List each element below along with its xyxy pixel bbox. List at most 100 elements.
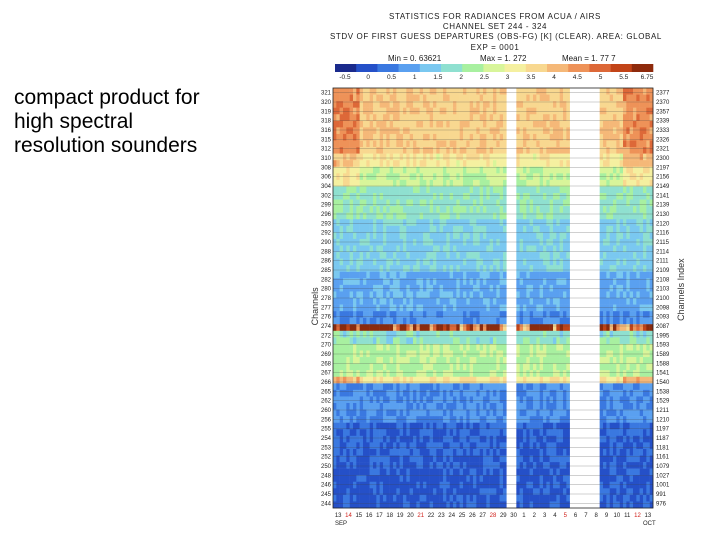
heatmap-cell — [606, 429, 610, 437]
heatmap-cell — [489, 357, 494, 364]
heatmap-cell — [636, 284, 640, 292]
heatmap-cell — [446, 376, 450, 384]
heatmap-cell — [359, 252, 364, 259]
heatmap-cell — [649, 357, 654, 364]
heatmap-cell — [376, 212, 380, 220]
heatmap-cell — [429, 179, 434, 187]
heatmap-cell — [466, 462, 470, 469]
heatmap-cell — [396, 429, 400, 437]
heatmap-cell — [416, 114, 420, 122]
heatmap-cell — [643, 238, 647, 246]
heatmap-cell — [356, 363, 360, 371]
heatmap-cell — [359, 291, 364, 299]
heatmap-cell — [563, 435, 567, 443]
heatmap-cell — [363, 258, 367, 266]
heatmap-cell — [536, 343, 540, 351]
heatmap-cell — [476, 101, 480, 108]
heatmap-cell — [436, 435, 440, 443]
heatmap-cell — [373, 416, 377, 423]
heatmap-cell — [619, 370, 624, 377]
heatmap-cell — [383, 403, 387, 410]
heatmap-cell — [543, 435, 547, 443]
heatmap-cell — [456, 442, 460, 450]
heatmap-cell — [439, 107, 444, 115]
heatmap-cell — [473, 370, 477, 377]
heatmap-cell — [369, 383, 374, 391]
heatmap-cell — [339, 238, 344, 246]
heatmap-cell — [636, 298, 640, 305]
heatmap-cell — [629, 147, 634, 154]
heatmap-cell — [363, 179, 367, 187]
heatmap-cell — [359, 343, 364, 351]
heatmap-cell — [559, 462, 564, 469]
heatmap-cell — [343, 278, 347, 286]
heatmap-cell — [419, 330, 424, 338]
heatmap-cell — [599, 462, 604, 469]
heatmap-cell — [479, 448, 484, 456]
colorbar-swatch — [419, 64, 442, 72]
heatmap-cell — [369, 238, 374, 246]
heatmap-cell — [393, 94, 397, 102]
heatmap-cell — [543, 337, 547, 345]
heatmap-cell — [536, 252, 540, 259]
heatmap-cell — [333, 166, 337, 174]
heatmap-cell — [359, 258, 364, 266]
heatmap-cell — [383, 199, 387, 207]
heatmap-cell — [563, 403, 567, 410]
heatmap-cell — [523, 120, 527, 128]
heatmap-cell — [413, 298, 417, 305]
heatmap-cell — [359, 383, 364, 391]
heatmap-cell — [529, 101, 534, 108]
heatmap-cell — [649, 284, 654, 292]
heatmap-cell — [566, 330, 570, 338]
heatmap-cell — [646, 422, 650, 430]
heatmap-cell — [356, 238, 360, 246]
heatmap-cell — [613, 114, 617, 122]
heatmap-cell — [566, 370, 570, 377]
heatmap-cell — [633, 245, 637, 253]
heatmap-cell — [343, 298, 347, 305]
heatmap-cell — [549, 455, 554, 463]
heatmap-cell — [436, 120, 440, 128]
heatmap-cell — [636, 363, 640, 371]
heatmap-cell — [566, 416, 570, 423]
heatmap-cell — [469, 317, 474, 325]
heatmap-cell — [463, 422, 467, 430]
heatmap-cell — [636, 278, 640, 286]
heatmap-cell — [473, 317, 477, 325]
heatmap-cell — [346, 245, 350, 253]
heatmap-cell — [429, 422, 434, 430]
heatmap-cell — [549, 212, 554, 220]
heatmap-cell — [386, 94, 390, 102]
heatmap-cell — [599, 252, 604, 259]
heatmap-cell — [383, 311, 387, 318]
heatmap-cell — [393, 193, 397, 200]
colorbar-tick-label: -0.5 — [339, 74, 351, 81]
heatmap-cell — [526, 468, 530, 476]
heatmap-cell — [339, 265, 344, 272]
heatmap-cell — [526, 278, 530, 286]
heatmap-cell — [396, 114, 400, 122]
heatmap-cell — [476, 298, 480, 305]
heatmap-cell — [496, 284, 500, 292]
heatmap-cell — [413, 422, 417, 430]
heatmap-cell — [449, 193, 454, 200]
heatmap-cell — [546, 311, 550, 318]
heatmap-cell — [363, 133, 367, 141]
heatmap-cell — [483, 179, 487, 187]
heatmap-cell — [379, 120, 384, 128]
heatmap-cell — [519, 232, 524, 240]
heatmap-cell — [459, 212, 464, 220]
heatmap-cell — [503, 343, 507, 351]
heatmap-cell — [429, 343, 434, 351]
heatmap-cell — [346, 101, 350, 108]
heatmap-cell — [459, 179, 464, 187]
heatmap-cell — [613, 160, 617, 167]
heatmap-cell — [533, 376, 537, 384]
heatmap-cell — [439, 94, 444, 102]
heatmap-cell — [479, 278, 484, 286]
heatmap-cell — [419, 442, 424, 450]
heatmap-cell — [556, 376, 560, 384]
heatmap-cell — [476, 252, 480, 259]
heatmap-cell — [349, 396, 354, 404]
